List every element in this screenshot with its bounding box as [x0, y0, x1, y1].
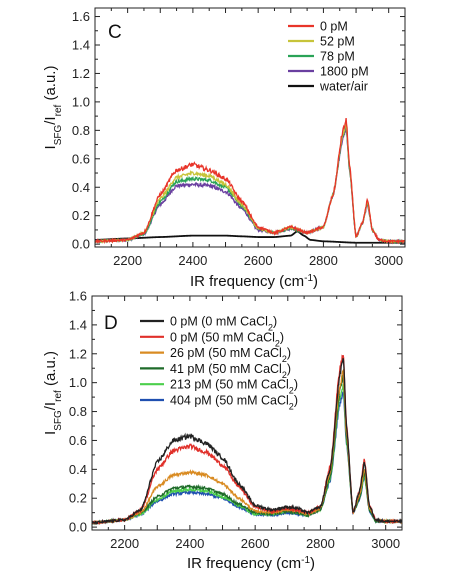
y-tick-label: 0.0 — [69, 520, 87, 535]
x-axis-label: IR frequency (cm-1) — [190, 273, 318, 291]
panel-label-C: C — [108, 22, 122, 43]
y-tick-label: 1.0 — [72, 94, 90, 109]
y-tick-label: 0.6 — [69, 433, 87, 448]
y-axis-label: ISFG/Iref (a.u.) — [42, 351, 64, 435]
plot-frame-C — [94, 7, 406, 248]
x-tick-label: 3000 — [374, 253, 403, 268]
legend-entry: 78 pM — [320, 50, 355, 64]
x-tick-label: 2600 — [241, 536, 270, 551]
y-tick-label: 0.2 — [69, 491, 87, 506]
legend-entry: 0 pM — [320, 20, 348, 34]
y-tick-label: 1.2 — [72, 66, 90, 81]
legend-entry: 26 pM (50 mM CaCl2) — [170, 346, 291, 364]
x-axis-label: IR frequency (cm-1) — [187, 555, 315, 573]
y-axis-label: ISFG/Iref (a.u.) — [42, 66, 64, 150]
series-line-C-0 — [95, 117, 405, 245]
x-tick-label: 2400 — [175, 536, 204, 551]
chart-panel-D: 2200 2400 2600 2800 3000 0.0 0.2 0.4 0.6 0.8 1.0 1.… — [42, 289, 403, 573]
y-tick-label: 1.4 — [72, 37, 90, 52]
series-line-C-3 — [95, 127, 405, 244]
legend-entry: 404 pM (50 mM CaCl2) — [170, 394, 298, 412]
y-tick-label: 0.2 — [72, 208, 90, 223]
x-tick-label: 2600 — [244, 253, 273, 268]
x-tick-label: 2800 — [306, 536, 335, 551]
legend-entry: 0 pM (50 mM CaCl2) — [170, 330, 284, 348]
y-tick-label: 1.2 — [69, 346, 87, 361]
legend-entry: 1800 pM — [320, 65, 369, 79]
legend-entry: 0 pM (0 mM CaCl2) — [170, 315, 277, 333]
chart-panel-C: 2200 2400 2600 2800 3000 0.0 0.2 0.4 0.6 0.8 1.0 1.… — [42, 7, 406, 291]
legend-entry: water/air — [319, 80, 368, 94]
x-tick-label: 2400 — [178, 253, 207, 268]
y-tick-label: 1.0 — [69, 375, 87, 390]
y-tick-label: 0.8 — [69, 404, 87, 419]
y-tick-label: 1.6 — [69, 289, 87, 304]
x-tick-label: 2800 — [309, 253, 338, 268]
series-line-D-0 — [92, 358, 402, 526]
plot-frame-D — [91, 295, 403, 531]
panel-label-D: D — [104, 313, 118, 334]
legend-entry: 213 pM (50 mM CaCl2) — [170, 378, 298, 396]
series-line-C-1 — [95, 122, 405, 244]
y-tick-label: 0.0 — [72, 237, 90, 252]
legend-entry: 52 pM — [320, 35, 355, 49]
y-tick-label: 0.8 — [72, 123, 90, 138]
series-line-C-4 — [95, 230, 405, 244]
legend-entry: 41 pM (50 mM CaCl2) — [170, 362, 291, 380]
x-tick-label: 2200 — [113, 253, 142, 268]
y-tick-label: 1.6 — [72, 9, 90, 24]
y-tick-label: 1.4 — [69, 317, 87, 332]
y-tick-label: 0.6 — [72, 151, 90, 166]
y-tick-label: 0.4 — [69, 462, 87, 477]
y-tick-label: 0.4 — [72, 180, 90, 195]
x-tick-label: 2200 — [110, 536, 139, 551]
series-line-C-2 — [95, 124, 405, 244]
x-tick-label: 3000 — [371, 536, 400, 551]
